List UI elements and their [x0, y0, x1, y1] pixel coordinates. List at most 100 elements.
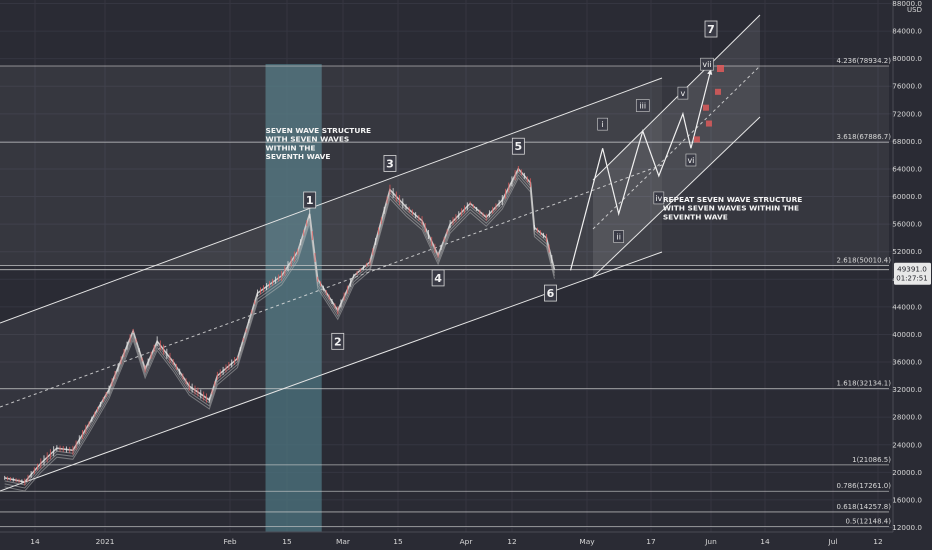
- currency-label: USD: [907, 6, 922, 14]
- wave-label-box: [704, 20, 718, 38]
- wave-label: 7: [707, 23, 715, 36]
- time-tick-label: 12: [873, 537, 882, 546]
- projected-candle: [717, 65, 724, 72]
- time-tick-label: Feb: [223, 537, 236, 546]
- time-tick-label: 17: [646, 537, 656, 546]
- wave-label-box: [544, 284, 557, 302]
- fib-zone-fill: [0, 66, 889, 266]
- wave-label-box: [303, 191, 317, 209]
- price-tick-label: 76000.0: [892, 82, 922, 91]
- price-tick-label: 40000.0: [892, 330, 922, 339]
- time-tick-label: 12: [507, 537, 516, 546]
- annotation-line: WITH SEVEN WAVES WITHIN THE: [663, 204, 799, 213]
- annotation-line: WITH SEVEN WAVES: [266, 135, 350, 144]
- fib-level-label: 0.786(17261.0): [837, 482, 892, 490]
- time-tick-label: 15: [282, 537, 292, 546]
- price-tick-label: 56000.0: [892, 220, 922, 229]
- time-tick-label: 14: [760, 537, 770, 546]
- price-tick-label: 72000.0: [892, 109, 922, 118]
- time-tick-label: 14: [30, 537, 40, 546]
- price-series: [4, 165, 556, 492]
- price-tick-label: 52000.0: [892, 247, 922, 256]
- price-tick-label: 68000.0: [892, 137, 922, 146]
- sub-wave-label: iv: [655, 194, 662, 203]
- time-tick-label: Jul: [828, 537, 838, 546]
- time-tick-label: 2021: [96, 537, 115, 546]
- moving-average-line: [4, 177, 555, 492]
- price-tick-label: 88000.0: [892, 0, 922, 8]
- price-tick-label: 60000.0: [892, 192, 922, 201]
- wave-label-box: [383, 155, 397, 172]
- projected-path: [569, 65, 724, 271]
- fib-level-label: 2.618(50010.4): [837, 256, 892, 264]
- wave-label-box: [431, 269, 445, 287]
- sub-wave-label: i: [602, 120, 604, 129]
- projected-candle: [693, 136, 700, 143]
- annotation-line: SEVENTH WAVE: [266, 152, 331, 161]
- fib-extension-levels: 4.236(78934.2) 3.618(67886.7) 2.618(50010.…: [0, 57, 892, 527]
- price-tick-label: 44000.0: [892, 302, 922, 311]
- sub-wave-label: v: [681, 89, 686, 98]
- sub-wave-label-box: [677, 86, 689, 100]
- fib-level-label: 1.618(32134.1): [837, 380, 892, 388]
- price-tick-label: 16000.0: [892, 495, 922, 504]
- annotation-line: REPEAT SEVEN WAVE STRUCTURE: [663, 195, 803, 204]
- price-tick-label: 20000.0: [892, 468, 922, 477]
- price-tick-label: 24000.0: [892, 440, 922, 449]
- projection-channel-fill: [593, 15, 760, 277]
- projection-channel-lower: [592, 116, 761, 278]
- wave-label: 1: [306, 194, 314, 207]
- time-tick-label: Mar: [336, 537, 351, 546]
- sub-wave-label: iii: [639, 102, 646, 111]
- wave-label: 4: [434, 272, 442, 285]
- wave-label: 3: [386, 157, 394, 170]
- time-tick-label: 15: [393, 537, 403, 546]
- moving-average-line: [4, 174, 555, 489]
- projection-channel-median: [592, 65, 761, 230]
- bar-countdown-label: 01:27:51: [896, 275, 927, 283]
- projected-candle: [702, 104, 709, 111]
- wave-label: 5: [515, 140, 523, 153]
- time-tick-label: Jun: [704, 537, 717, 546]
- sub-wave-label-box: [653, 191, 665, 205]
- projected-wave-path: [569, 68, 712, 271]
- annotation-line: WITHIN THE: [266, 143, 316, 152]
- sub-wave-label-box: [635, 99, 650, 112]
- current-price-label: 49391.0: [897, 265, 927, 274]
- annotation-line: SEVEN WAVE STRUCTURE: [266, 126, 372, 135]
- price-tick-label: 36000.0: [892, 358, 922, 367]
- fib-level-label: 0.618(14257.8): [837, 503, 892, 511]
- price-tick-label: 80000.0: [892, 54, 922, 63]
- projection-channel-upper: [592, 14, 761, 181]
- fib-level-label: 4.236(78934.2): [837, 57, 892, 65]
- annotation-line: SEVENTH WAVE: [663, 212, 728, 221]
- price-tick-label: 28000.0: [892, 413, 922, 422]
- wave-label: 2: [334, 335, 342, 348]
- price-tick-label: 12000.0: [892, 523, 922, 532]
- channel-fill: [0, 78, 662, 491]
- sub-wave-label: vii: [702, 60, 711, 69]
- fib-level-label: 1(21086.5): [852, 456, 891, 464]
- fib-level-label: 0.5(12148.4): [845, 517, 891, 525]
- channel-upper-line: [0, 77, 663, 324]
- sub-wave-label-box: [700, 57, 714, 71]
- price-tick-label: 84000.0: [892, 27, 922, 36]
- fib-level-label: 3.618(67886.7): [837, 133, 892, 141]
- time-tick-label: May: [579, 537, 595, 546]
- wave-label: 6: [547, 287, 555, 300]
- sub-wave-label-box: [613, 230, 624, 243]
- sub-wave-label-box: [685, 153, 697, 167]
- wave-label-box: [511, 137, 525, 155]
- projected-candle: [714, 88, 721, 95]
- price-tick-label: 64000.0: [892, 164, 922, 173]
- sub-wave-label: vi: [687, 156, 694, 165]
- sub-wave-label: ii: [616, 233, 620, 242]
- price-tick-label: 32000.0: [892, 385, 922, 394]
- wave-label-box: [331, 332, 345, 350]
- projected-candle: [705, 120, 712, 127]
- current-price-tag: [894, 262, 931, 285]
